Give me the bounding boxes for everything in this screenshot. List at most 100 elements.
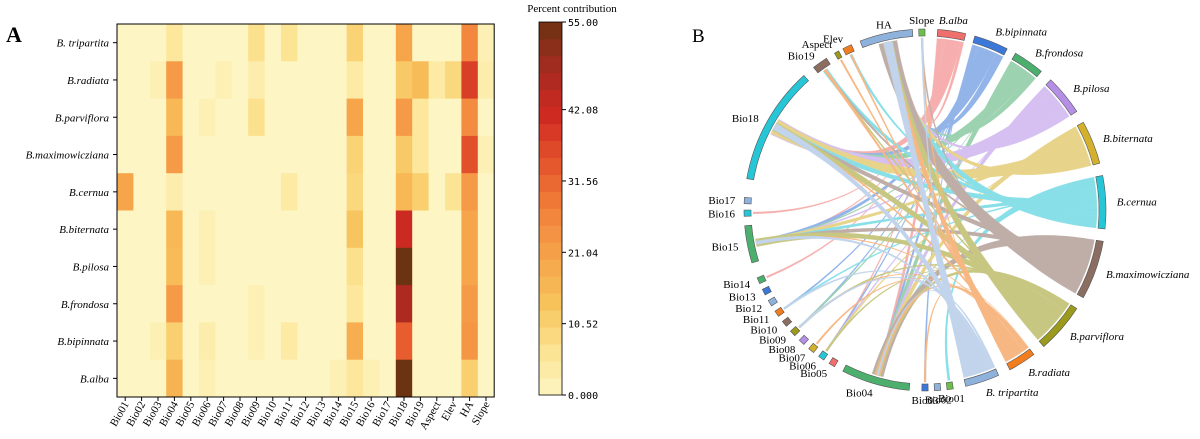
chord-sector-label: Bio10	[750, 325, 777, 337]
heatmap-cell	[248, 247, 265, 286]
heatmap-cell	[461, 247, 479, 286]
heatmap-cell	[395, 210, 413, 249]
heatmap-cell	[133, 322, 151, 361]
heatmap-cell	[330, 247, 347, 286]
chord-sector	[918, 28, 926, 37]
heatmap-cell	[133, 98, 151, 137]
heatmap-cell	[117, 135, 134, 174]
heatmap-cell	[363, 322, 380, 361]
heatmap-cell	[477, 135, 495, 174]
chord-sector-label: Bio04	[846, 388, 873, 400]
heatmap-cell	[428, 173, 446, 211]
panel-a-label: A	[6, 22, 22, 47]
heatmap-cell	[395, 98, 413, 137]
heatmap-cell	[182, 322, 200, 361]
heatmap-cell	[461, 61, 479, 99]
heatmap-cell	[346, 98, 364, 137]
colorbar: Percent contribution 0.000 10.52 21.04 31.5…	[527, 3, 617, 402]
heatmap-cell	[395, 247, 413, 286]
chord-ribbon	[882, 40, 1048, 341]
chord-sector-label: Bio13	[729, 291, 756, 303]
heatmap-cell	[199, 61, 216, 99]
heatmap-cell	[313, 285, 331, 323]
heatmap-cell	[477, 359, 495, 398]
chord-sector-label: B. tripartita	[986, 387, 1039, 399]
heatmap-cell	[330, 322, 347, 361]
heatmap-cell	[281, 359, 298, 398]
heatmap-cell	[445, 98, 462, 137]
colorbar-band	[539, 22, 562, 40]
heatmap-cell	[461, 24, 479, 62]
heatmap-cell	[379, 322, 397, 361]
heatmap-cell	[395, 285, 413, 323]
chord-sector	[834, 50, 843, 60]
row-label: B.parviflora	[55, 112, 110, 124]
heatmap-cell	[379, 173, 397, 211]
chord-sector	[818, 350, 829, 361]
colorbar-band	[539, 89, 562, 108]
heatmap-cell	[133, 247, 151, 286]
heatmap-cell	[395, 173, 413, 211]
heatmap-cell	[264, 322, 282, 361]
chord-sector	[767, 296, 778, 307]
chord-ribbons	[752, 37, 1098, 383]
heatmap-cell	[477, 285, 495, 323]
chord-sector	[945, 381, 954, 390]
heatmap-cell	[346, 359, 364, 398]
heatmap-cell	[281, 322, 298, 361]
chord-sector-label: Bio11	[743, 314, 770, 326]
chord-sector-label: Bio08	[768, 344, 795, 356]
heatmap-cell	[313, 61, 331, 99]
heatmap-cell	[297, 98, 315, 137]
heatmap-cell	[133, 24, 151, 62]
chord-sector	[936, 29, 967, 41]
heatmap-cell	[461, 322, 479, 361]
heatmap-cell	[281, 247, 298, 286]
chord-sector-label: Bio05	[800, 368, 827, 380]
heatmap-cell	[149, 98, 167, 137]
heatmap-cell	[330, 135, 347, 174]
chord-sector	[743, 197, 752, 205]
row-label: B.cernua	[69, 187, 110, 199]
chord-sector-label: Bio17	[708, 195, 735, 207]
colorbar-band	[539, 123, 562, 142]
row-label: B.biternata	[59, 224, 109, 236]
heatmap-cell	[445, 210, 462, 249]
chord-sector	[746, 75, 809, 181]
chord-sector-label: B.alba	[939, 15, 969, 27]
heatmap-cell	[199, 210, 216, 249]
heatmap-cell	[231, 285, 249, 323]
heatmap-cell	[445, 285, 462, 323]
heatmap-cell	[313, 24, 331, 62]
heatmap-cell	[264, 210, 282, 249]
heatmap-cell	[248, 322, 265, 361]
heatmap-cell	[248, 98, 265, 137]
heatmap-cell	[166, 322, 183, 361]
heatmap-cell	[330, 173, 347, 211]
heatmap-cell	[133, 359, 151, 398]
heatmap-cell	[313, 247, 331, 286]
heatmap-cell	[445, 61, 462, 99]
heatmap-cell	[182, 285, 200, 323]
heatmap-cell	[395, 24, 413, 62]
heatmap-cell	[133, 285, 151, 323]
heatmap-cell	[149, 285, 167, 323]
chord-sector	[921, 383, 929, 392]
colorbar-band	[539, 276, 562, 294]
heatmap-cell	[182, 359, 200, 398]
heatmap-cell	[199, 98, 216, 137]
heatmap-cell	[182, 173, 200, 211]
chord-sector-label: B.radiata	[1028, 367, 1070, 379]
heatmap-cell	[428, 247, 446, 286]
heatmap-cell	[297, 285, 315, 323]
heatmap-cell	[461, 173, 479, 211]
heatmap-cell	[313, 135, 331, 174]
heatmap-cell	[264, 98, 282, 137]
heatmap-cell	[412, 359, 429, 398]
heatmap-cell	[297, 135, 315, 174]
heatmap-cell	[264, 173, 282, 211]
heatmap-cell	[215, 98, 233, 137]
chord-sector	[744, 224, 759, 264]
heatmap-cell	[313, 173, 331, 211]
colorbar-tick-label: 10.52	[568, 320, 598, 331]
